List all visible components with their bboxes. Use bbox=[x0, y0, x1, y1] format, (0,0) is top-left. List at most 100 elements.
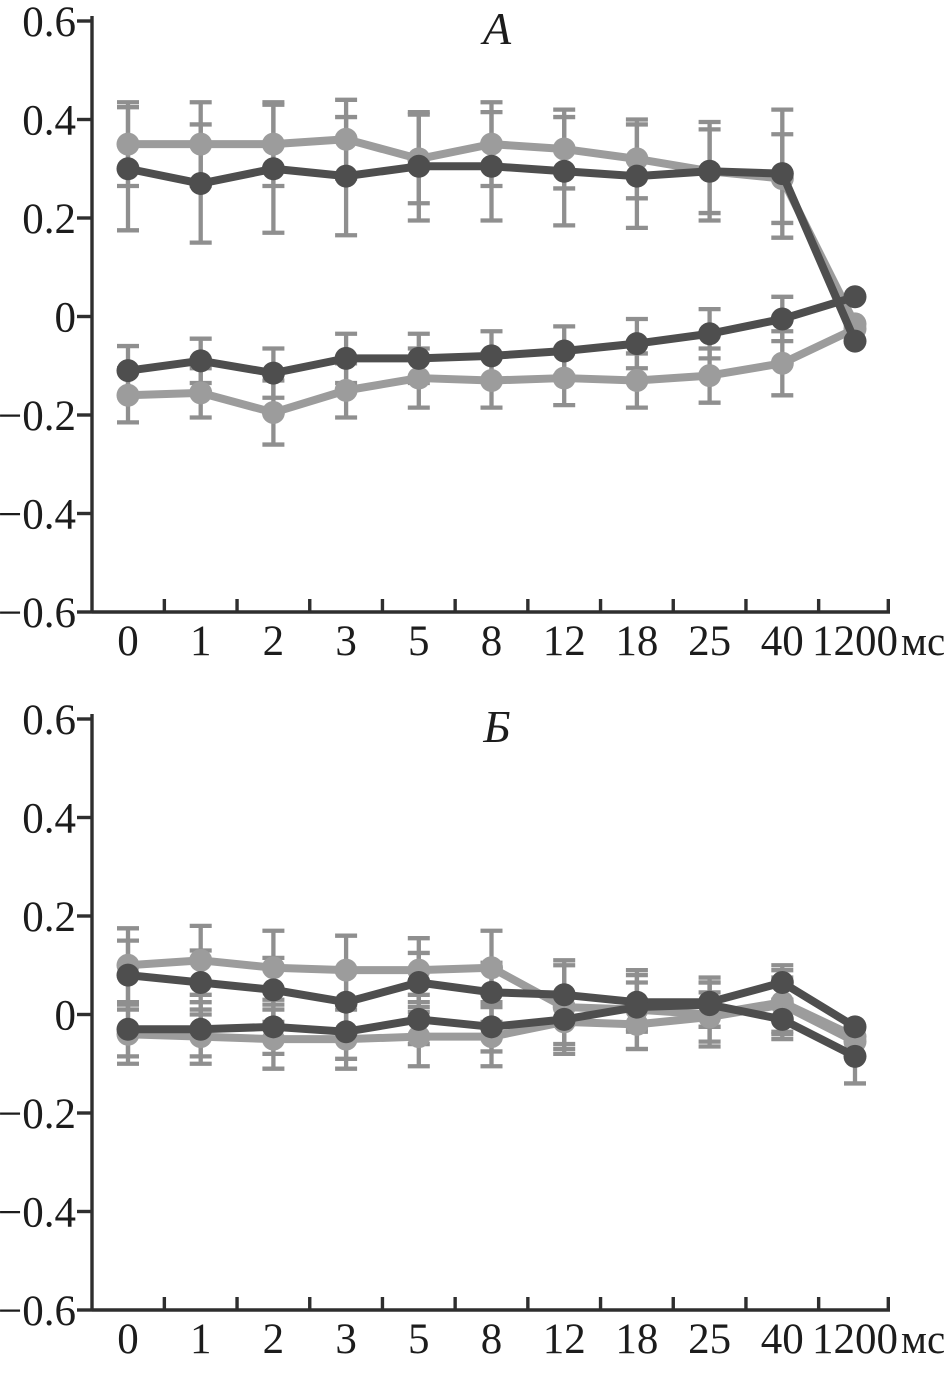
data-point bbox=[698, 159, 722, 183]
data-point bbox=[189, 381, 213, 405]
data-point bbox=[261, 978, 285, 1002]
panel-title: А bbox=[480, 3, 512, 54]
data-point bbox=[261, 401, 285, 425]
data-point bbox=[334, 127, 358, 151]
x-tick-label: 3 bbox=[335, 1316, 357, 1363]
y-tick-label: 0.4 bbox=[22, 796, 76, 843]
data-point bbox=[334, 958, 358, 982]
y-tick-label: −0.6 bbox=[0, 590, 76, 637]
data-point bbox=[770, 307, 794, 331]
data-point bbox=[698, 364, 722, 388]
x-tick-label: 12 bbox=[543, 618, 586, 665]
data-point bbox=[843, 329, 867, 353]
data-point bbox=[552, 339, 576, 363]
x-tick-label: 40 bbox=[761, 1316, 804, 1363]
data-point bbox=[552, 1007, 576, 1031]
y-tick-label: 0.6 bbox=[22, 0, 76, 46]
data-point bbox=[552, 137, 576, 161]
data-point bbox=[770, 162, 794, 186]
error-bars-light-top bbox=[117, 97, 794, 226]
data-point bbox=[116, 383, 140, 407]
data-point bbox=[552, 159, 576, 183]
data-point bbox=[407, 1025, 431, 1049]
data-point bbox=[843, 1015, 867, 1039]
x-tick-label: 25 bbox=[688, 618, 731, 665]
data-point bbox=[480, 369, 503, 393]
data-point bbox=[261, 361, 285, 385]
x-tick-label: 2 bbox=[263, 618, 285, 665]
y-tick-label: −0.6 bbox=[0, 1288, 76, 1335]
data-point bbox=[334, 1020, 358, 1044]
data-point bbox=[625, 332, 649, 356]
data-point bbox=[334, 990, 358, 1014]
data-point bbox=[116, 157, 140, 181]
data-point bbox=[480, 956, 503, 980]
y-tick-label: −0.4 bbox=[0, 1190, 76, 1237]
data-point bbox=[480, 154, 503, 178]
data-point bbox=[116, 132, 140, 156]
data-point bbox=[189, 948, 213, 972]
y-tick-label: 0.2 bbox=[22, 894, 76, 941]
data-point bbox=[189, 349, 213, 373]
data-point bbox=[625, 1012, 649, 1036]
data-point bbox=[698, 993, 722, 1017]
data-point bbox=[625, 147, 649, 171]
x-tick-label: 25 bbox=[688, 1316, 731, 1363]
x-tick-label: 40 bbox=[761, 618, 804, 665]
y-tick-label: −0.2 bbox=[0, 1091, 76, 1138]
y-tick-label: 0.6 bbox=[22, 697, 76, 744]
data-point bbox=[843, 285, 867, 309]
data-point bbox=[770, 1007, 794, 1031]
data-point bbox=[480, 1015, 503, 1039]
data-point bbox=[116, 963, 140, 987]
error-bars-light-bottom bbox=[117, 329, 794, 447]
x-tick-label: 3 bbox=[335, 618, 357, 665]
data-point bbox=[334, 378, 358, 402]
data-point bbox=[770, 351, 794, 375]
series-dark-bottom bbox=[116, 993, 867, 1068]
x-tick-label: 1 bbox=[190, 1316, 212, 1363]
series-dark-top bbox=[116, 154, 867, 353]
data-point bbox=[116, 359, 140, 383]
x-tick-label: 1200 bbox=[812, 618, 898, 665]
series-dark-bottom bbox=[116, 285, 867, 385]
data-point bbox=[116, 1017, 140, 1041]
data-point bbox=[334, 346, 358, 370]
x-tick-label: 18 bbox=[615, 618, 658, 665]
panel-a: 0.60.40.20−0.2−0.4−0.60 1 2 3 5 8 12 18 25 40 1200… bbox=[0, 0, 945, 665]
data-point bbox=[480, 132, 503, 156]
x-tick-label: 5 bbox=[408, 618, 430, 665]
x-tick-label: 0 bbox=[117, 618, 139, 665]
panel-title: Б bbox=[482, 701, 510, 752]
x-tick-label: 1 bbox=[190, 618, 212, 665]
data-point bbox=[625, 369, 649, 393]
panel-b: 0.60.40.20−0.2−0.4−0.60 1 2 3 5 8 12 18 25 40 1200… bbox=[0, 697, 945, 1363]
data-point bbox=[407, 154, 431, 178]
data-point bbox=[407, 346, 431, 370]
unit-label: мс bbox=[901, 618, 945, 664]
data-point bbox=[189, 172, 213, 196]
data-point bbox=[261, 132, 285, 156]
data-point bbox=[261, 1015, 285, 1039]
unit-label: мс bbox=[901, 1316, 945, 1362]
data-point bbox=[189, 970, 213, 994]
x-tick-label: 8 bbox=[481, 618, 503, 665]
x-tick-label: 5 bbox=[408, 1316, 430, 1363]
data-point bbox=[189, 1017, 213, 1041]
data-point bbox=[407, 1007, 431, 1031]
data-point bbox=[770, 970, 794, 994]
y-tick-label: 0 bbox=[55, 993, 77, 1040]
data-point bbox=[552, 983, 576, 1007]
data-point bbox=[625, 164, 649, 188]
x-tick-label: 2 bbox=[263, 1316, 285, 1363]
x-tick-label: 8 bbox=[481, 1316, 503, 1363]
y-tick-label: 0.2 bbox=[22, 196, 76, 243]
data-point bbox=[843, 1044, 867, 1068]
data-point bbox=[407, 366, 431, 390]
y-tick-label: −0.4 bbox=[0, 492, 76, 539]
data-point bbox=[698, 322, 722, 346]
y-tick-label: 0.4 bbox=[22, 98, 76, 145]
data-point bbox=[552, 366, 576, 390]
data-point bbox=[407, 970, 431, 994]
